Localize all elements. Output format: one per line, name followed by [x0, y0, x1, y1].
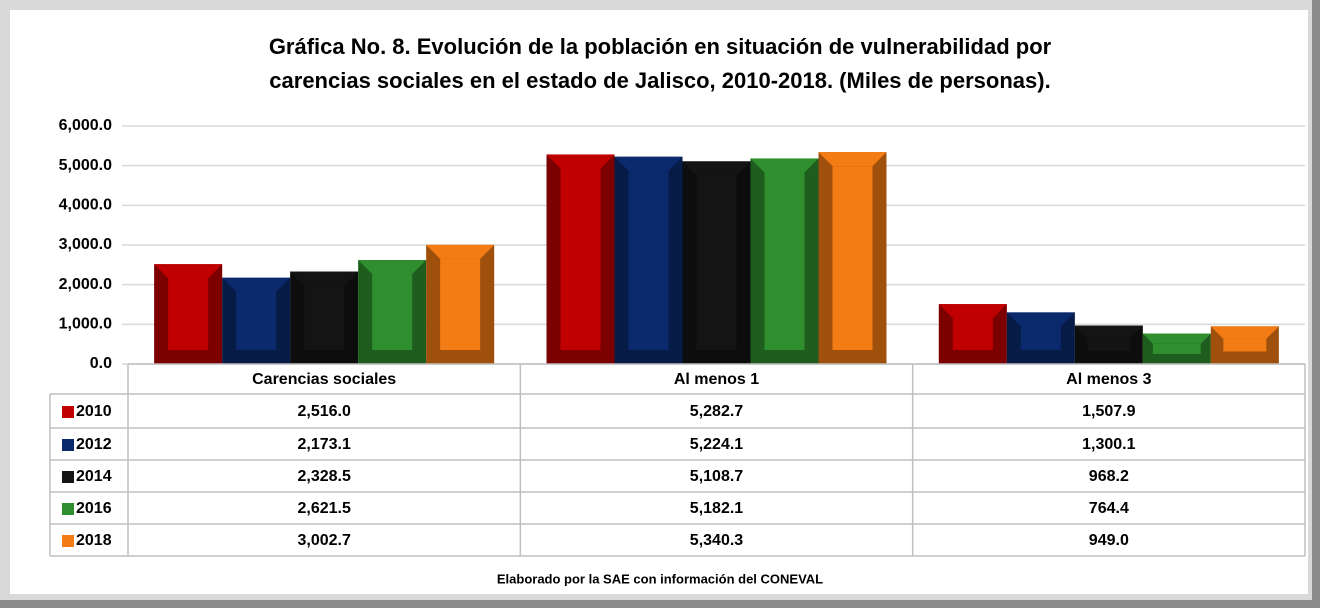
bar-highlight — [1074, 325, 1143, 339]
y-tick-label: 5,000.0 — [59, 157, 112, 174]
bar-face — [1152, 343, 1201, 354]
bar-face — [1020, 326, 1061, 350]
legend-swatch — [62, 503, 74, 515]
legend-swatch — [62, 535, 74, 547]
data-label: 3,002.7 — [297, 532, 350, 549]
data-label: 2,516.0 — [297, 403, 350, 420]
bar-highlight — [1142, 333, 1211, 344]
bar-highlight — [614, 156, 683, 171]
data-label: 2,621.5 — [297, 500, 350, 517]
y-tick-label: 2,000.0 — [59, 276, 112, 293]
legend-swatch — [62, 471, 74, 483]
data-label: 5,224.1 — [690, 436, 743, 453]
data-label: 5,282.7 — [690, 403, 743, 420]
legend-label: 2010 — [76, 403, 112, 420]
bar-face — [628, 170, 669, 350]
bar-highlight — [682, 161, 751, 176]
bar-highlight — [154, 264, 223, 279]
x-tick-label: Carencias sociales — [252, 371, 396, 388]
x-tick-label: Al menos 3 — [1066, 371, 1151, 388]
bar-face — [372, 274, 413, 350]
bar-face — [696, 175, 737, 350]
legend-label: 2014 — [76, 468, 112, 485]
chart-title: Gráfica No. 8. Evolución de la población… — [269, 34, 1052, 59]
bar-highlight — [546, 154, 615, 169]
data-label: 5,108.7 — [690, 468, 743, 485]
legend-label: 2016 — [76, 500, 112, 517]
y-tick-label: 1,000.0 — [59, 316, 112, 333]
data-label: 2,328.5 — [297, 468, 350, 485]
data-label: 1,300.1 — [1082, 436, 1135, 453]
bar-face — [952, 318, 993, 350]
bar-face — [1223, 338, 1267, 352]
bar-highlight — [1210, 326, 1279, 339]
data-label: 2,173.1 — [297, 436, 350, 453]
bar-face — [168, 278, 209, 350]
source-note: Elaborado por la SAE con información del… — [497, 571, 823, 586]
y-tick-label: 0.0 — [90, 355, 112, 372]
y-tick-label: 6,000.0 — [59, 117, 112, 134]
bar-highlight — [426, 244, 495, 259]
bar-face — [832, 166, 873, 350]
bar-highlight — [290, 271, 359, 286]
legend-label: 2018 — [76, 532, 112, 549]
data-label: 949.0 — [1089, 532, 1129, 549]
bar-face — [440, 258, 481, 350]
legend-label: 2012 — [76, 436, 112, 453]
bar-face — [1087, 338, 1131, 352]
bar-highlight — [750, 158, 819, 173]
bar-face — [236, 291, 277, 350]
bar-highlight — [358, 260, 427, 275]
bar-highlight — [1006, 312, 1075, 327]
bar-highlight — [222, 277, 291, 292]
bar-highlight — [818, 152, 887, 167]
bar-highlight — [938, 304, 1007, 319]
data-label: 5,182.1 — [690, 500, 743, 517]
legend-swatch — [62, 439, 74, 451]
data-label: 1,507.9 — [1082, 403, 1135, 420]
data-label: 5,340.3 — [690, 532, 743, 549]
x-tick-label: Al menos 1 — [674, 371, 759, 388]
chart-title: carencias sociales en el estado de Jalis… — [269, 68, 1050, 93]
y-tick-label: 3,000.0 — [59, 236, 112, 253]
bar-face — [304, 285, 345, 350]
y-tick-label: 4,000.0 — [59, 197, 112, 214]
data-label: 764.4 — [1089, 500, 1129, 517]
bar-face — [764, 172, 805, 350]
legend-swatch — [62, 406, 74, 418]
data-label: 968.2 — [1089, 468, 1129, 485]
bar-face — [560, 168, 601, 350]
